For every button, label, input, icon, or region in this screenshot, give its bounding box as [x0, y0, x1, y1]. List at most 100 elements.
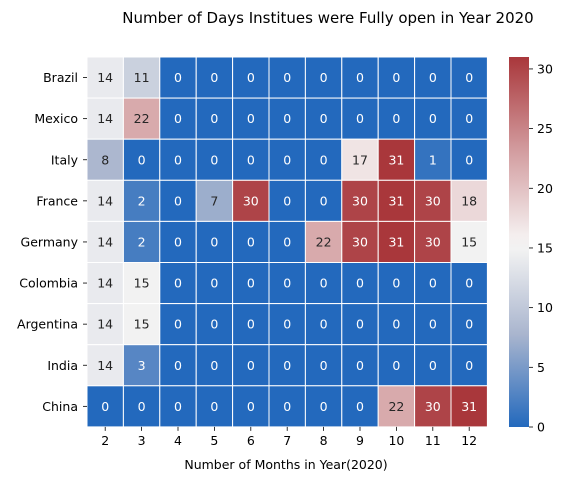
cell-value-label: 0	[247, 399, 255, 414]
cell-value-label: 0	[101, 399, 109, 414]
cell-value-label: 0	[247, 152, 255, 167]
cell-value-label: 0	[320, 399, 328, 414]
cell-value-label: 0	[283, 234, 291, 249]
colorbar-tick-label: 30	[537, 61, 553, 76]
cell-value-label: 0	[138, 399, 146, 414]
cell-value-label: 0	[320, 152, 328, 167]
cell-value-label: 0	[356, 276, 364, 291]
cell-value-label: 30	[425, 193, 441, 208]
cell-value-label: 0	[392, 111, 400, 126]
cell-value-label: 0	[356, 358, 364, 373]
cell-value-label: 3	[138, 358, 146, 373]
x-tick-labels: 2 3 4 5 6 7 8 9 10 11 12	[101, 427, 477, 448]
cell-value-label: 0	[320, 358, 328, 373]
cell-value-label: 0	[174, 70, 182, 85]
cell-value-label: 0	[174, 317, 182, 332]
cell-value-label: 30	[425, 234, 441, 249]
cell-value-label: 0	[283, 70, 291, 85]
cell-value-label: 0	[174, 358, 182, 373]
cell-value-label: 14	[97, 70, 113, 85]
cell-value-label: 0	[210, 111, 218, 126]
cell-value-label: 0	[392, 70, 400, 85]
cell-value-label: 0	[283, 193, 291, 208]
x-tick-label: 10	[388, 433, 404, 448]
cell-value-label: 1	[429, 152, 437, 167]
x-axis-label: Number of Months in Year(2020)	[184, 457, 387, 472]
cell-value-label: 0	[320, 276, 328, 291]
cell-value-label: 0	[392, 276, 400, 291]
cell-value-label: 0	[283, 399, 291, 414]
cell-value-label: 0	[210, 152, 218, 167]
cell-value-label: 0	[174, 193, 182, 208]
cell-value-label: 15	[134, 317, 150, 332]
cell-value-label: 14	[97, 234, 113, 249]
cell-value-label: 0	[429, 111, 437, 126]
cell-value-label: 0	[210, 234, 218, 249]
y-tick-label: Germany	[21, 234, 79, 249]
cell-value-label: 0	[174, 276, 182, 291]
cell-value-label: 31	[388, 234, 404, 249]
x-tick-label: 2	[101, 433, 109, 448]
colorbar	[509, 57, 529, 427]
cell-value-label: 8	[101, 152, 109, 167]
y-tick-label: Mexico	[34, 111, 78, 126]
colorbar-tick-label: 25	[537, 121, 553, 136]
cell-value-label: 0	[392, 317, 400, 332]
cell-value-label: 0	[465, 70, 473, 85]
x-tick-label: 3	[138, 433, 146, 448]
cell-value-label: 0	[283, 358, 291, 373]
cell-value-label: 0	[429, 70, 437, 85]
cell-value-label: 0	[320, 70, 328, 85]
cell-value-label: 0	[174, 234, 182, 249]
cell-value-label: 22	[134, 111, 150, 126]
cell-value-label: 2	[138, 234, 146, 249]
x-tick-label: 7	[283, 433, 291, 448]
y-tick-label: Colombia	[19, 276, 78, 291]
cell-value-label: 0	[356, 111, 364, 126]
y-tick-label: China	[42, 399, 78, 414]
cell-value-label: 0	[429, 276, 437, 291]
y-tick-label: Italy	[51, 152, 79, 167]
cell-value-label: 0	[429, 317, 437, 332]
heatmap-cells: 14 11 0 0 0 0 0 0 0 0 014 22 0 0 0 0 0 0 0 0 08 0 0 0 0 0 0 17 31 1 01…	[87, 57, 487, 427]
cell-value-label: 22	[316, 234, 332, 249]
colorbar-tick-label: 20	[537, 181, 553, 196]
cell-value-label: 0	[138, 152, 146, 167]
cell-value-label: 15	[461, 234, 477, 249]
colorbar-tick-label: 5	[537, 360, 545, 375]
x-tick-label: 6	[247, 433, 255, 448]
cell-value-label: 0	[247, 70, 255, 85]
y-tick-label: India	[47, 358, 78, 373]
x-tick-label: 9	[356, 433, 364, 448]
cell-value-label: 15	[134, 276, 150, 291]
cell-value-label: 0	[356, 317, 364, 332]
cell-value-label: 14	[97, 317, 113, 332]
cell-value-label: 0	[283, 317, 291, 332]
cell-value-label: 22	[388, 399, 404, 414]
cell-value-label: 14	[97, 111, 113, 126]
cell-value-label: 30	[243, 193, 259, 208]
cell-value-label: 31	[388, 193, 404, 208]
cell-value-label: 0	[174, 399, 182, 414]
chart-title: Number of Days Institues were Fully open…	[122, 9, 533, 27]
cell-value-label: 0	[465, 317, 473, 332]
cell-value-label: 0	[210, 399, 218, 414]
cell-value-label: 30	[352, 193, 368, 208]
cell-value-label: 0	[320, 111, 328, 126]
y-tick-labels: Brazil Mexico Italy France Germany Colombia Ar…	[17, 70, 87, 414]
cell-value-label: 30	[352, 234, 368, 249]
colorbar-tick-label: 10	[537, 300, 553, 315]
y-tick-label: Brazil	[43, 70, 78, 85]
colorbar-tick-label: 0	[537, 420, 545, 435]
cell-value-label: 0	[247, 111, 255, 126]
cell-value-label: 0	[283, 152, 291, 167]
cell-value-label: 0	[465, 358, 473, 373]
cell-value-label: 14	[97, 358, 113, 373]
cell-value-label: 0	[247, 317, 255, 332]
y-tick-label: Argentina	[17, 317, 78, 332]
cell-value-label: 0	[210, 276, 218, 291]
cell-value-label: 11	[134, 70, 150, 85]
cell-value-label: 0	[174, 152, 182, 167]
cell-value-label: 18	[461, 193, 477, 208]
